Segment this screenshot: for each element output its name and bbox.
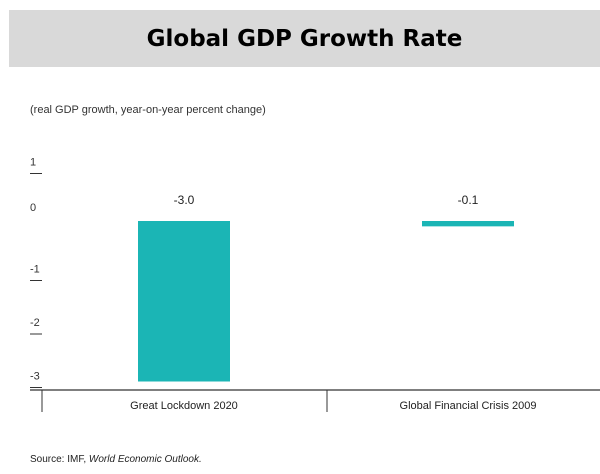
chart-subtitle: (real GDP growth, year-on-year percent c… bbox=[30, 104, 266, 116]
y-tick-label: 1 bbox=[30, 157, 36, 169]
y-tick-label: 0 bbox=[30, 202, 36, 214]
y-tick-label: -3 bbox=[30, 371, 40, 383]
bar bbox=[138, 221, 230, 382]
source-publication: World Economic Outlook. bbox=[88, 454, 202, 465]
x-category-label: Great Lockdown 2020 bbox=[130, 400, 238, 412]
y-tick-label: -1 bbox=[30, 264, 40, 276]
title-band: Global GDP Growth Rate bbox=[9, 10, 600, 67]
x-category-label: Global Financial Crisis 2009 bbox=[400, 400, 537, 412]
source-note: Source: IMF, World Economic Outlook. bbox=[30, 454, 202, 465]
y-tick-label: -2 bbox=[30, 317, 40, 329]
chart-title: Global GDP Growth Rate bbox=[146, 25, 463, 52]
bar-value-label: -3.0 bbox=[174, 193, 195, 207]
bar-value-label: -0.1 bbox=[458, 193, 479, 207]
bar bbox=[422, 221, 514, 227]
source-prefix: Source: IMF, bbox=[30, 454, 87, 465]
